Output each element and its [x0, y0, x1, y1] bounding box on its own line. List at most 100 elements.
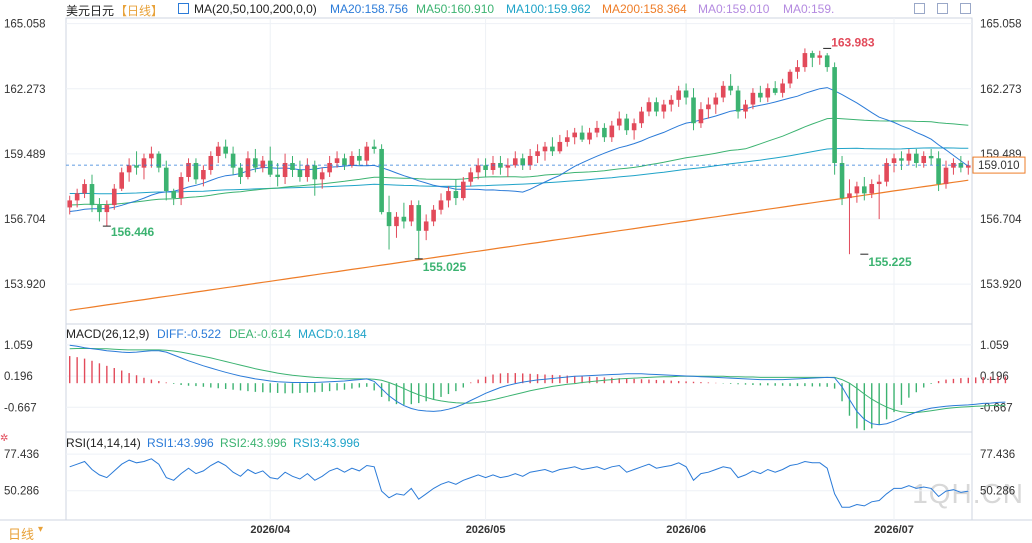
candle-body	[921, 155, 927, 163]
candle-body	[512, 158, 518, 166]
candle-body	[438, 200, 444, 210]
close-icon[interactable]	[960, 3, 971, 14]
candle-body	[847, 193, 852, 199]
candle-body	[862, 186, 867, 194]
candle-body	[409, 205, 414, 222]
candle-body	[230, 153, 236, 168]
candle-body	[461, 181, 466, 199]
ma-settings-icon[interactable]	[178, 3, 189, 14]
candle-body	[795, 67, 800, 72]
extreme-label: 155.025	[423, 260, 467, 274]
candle-body	[587, 132, 592, 140]
candle-body	[297, 170, 303, 178]
candle-body	[854, 186, 860, 194]
candle-body	[89, 184, 95, 206]
macd-tick-label-left: 1.059	[4, 340, 33, 352]
period-tab-arrow-icon[interactable]: ▾	[38, 524, 44, 535]
macd-tick-label-left: -0.667	[4, 402, 37, 414]
candle-body	[67, 200, 73, 208]
rsi-label: RSI(14,14,14)	[66, 436, 141, 450]
candle-body	[371, 146, 377, 149]
rsi-tick-label-left: 50.286	[4, 486, 39, 498]
candle-body	[334, 158, 340, 163]
candle-body	[126, 165, 132, 173]
candle-body	[149, 153, 154, 159]
period-tab[interactable]: 日线	[8, 527, 35, 542]
macd-tick-label-right: 0.196	[980, 371, 1009, 383]
last-price-label: 159.010	[978, 160, 1020, 172]
ma100-line	[69, 147, 969, 195]
candle-body	[134, 165, 139, 168]
collapse-icon[interactable]	[937, 3, 948, 14]
macd-diff: DIFF:-0.522	[157, 327, 222, 341]
candle-body	[74, 193, 80, 201]
ma200-value: MA200:158.364	[602, 2, 687, 16]
ma0-value: MA0:159.010	[698, 2, 770, 16]
macd-tick-label-right: 1.059	[980, 340, 1009, 352]
price-tick-label-right: 156.704	[980, 214, 1022, 226]
candle-body	[305, 165, 310, 178]
candle-body	[602, 127, 607, 138]
candle-body	[267, 160, 273, 175]
rsi-tick-label-right: 77.436	[980, 449, 1015, 461]
candle-body	[394, 216, 399, 227]
price-tick-label-left: 165.058	[4, 19, 46, 31]
rsi3-value: RSI3:43.996	[293, 436, 360, 450]
candle-body	[780, 83, 785, 93]
macd-diff-line	[69, 344, 1006, 426]
candle-body	[275, 174, 280, 178]
candle-body	[97, 205, 102, 213]
candle-body	[386, 212, 392, 227]
candle-body	[943, 167, 949, 185]
candle-body	[557, 141, 563, 152]
candle-body	[810, 53, 815, 58]
candle-body	[475, 165, 481, 173]
candle-body	[668, 99, 674, 105]
last-price-box	[972, 156, 1026, 174]
candle-body	[646, 102, 652, 112]
candle-body	[906, 153, 912, 161]
candle-body	[802, 53, 808, 68]
candle-body	[542, 146, 548, 152]
candle-body	[743, 104, 748, 112]
rsi1-value: RSI1:43.996	[147, 436, 214, 450]
candle-body	[104, 205, 110, 213]
candle-body	[594, 127, 600, 133]
candle-body	[661, 104, 667, 112]
candle-body	[282, 162, 288, 178]
candle-body	[319, 172, 325, 180]
candle-body	[609, 125, 615, 138]
ma100-value: MA100:159.962	[506, 2, 591, 16]
candle-body	[223, 146, 228, 154]
candle-body	[936, 158, 941, 185]
period-label[interactable]: 【日线】	[115, 4, 164, 18]
candle-body	[676, 90, 681, 100]
expand-icon[interactable]	[914, 3, 925, 14]
candle-body	[616, 118, 622, 126]
candle-body	[884, 162, 889, 182]
candle-body	[186, 162, 191, 178]
candle-body	[758, 92, 763, 98]
candle-body	[208, 155, 214, 170]
candle-body	[824, 55, 830, 68]
macd-dea: DEA:-0.614	[229, 327, 292, 341]
candle-body	[490, 162, 496, 170]
candle-body	[914, 153, 919, 163]
candle-body	[891, 158, 897, 163]
candle-body	[535, 151, 540, 156]
price-tick-label-right: 165.058	[980, 19, 1022, 31]
candle-body	[787, 71, 793, 84]
rsi-settings-icon[interactable]: ✲	[0, 433, 9, 444]
price-tick-label-left: 159.489	[4, 149, 46, 161]
macd-tick-label-right: -0.667	[980, 402, 1013, 414]
candle-body	[82, 184, 87, 194]
candle-body	[876, 181, 882, 185]
candle-body	[357, 155, 362, 161]
candle-body	[163, 167, 169, 192]
macd-tick-label-left: 0.196	[4, 371, 33, 383]
extreme-label: 155.225	[868, 255, 912, 269]
candle-body	[201, 170, 206, 180]
candle-body	[527, 155, 533, 166]
